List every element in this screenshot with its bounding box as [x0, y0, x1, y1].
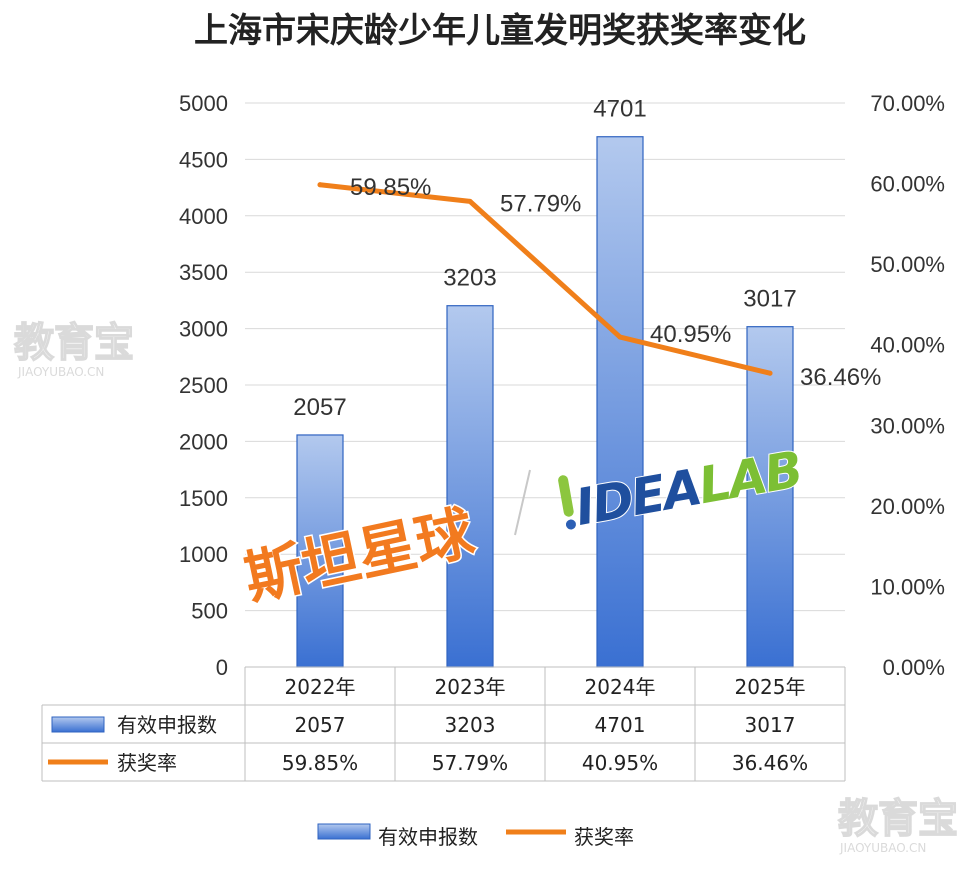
stan-logo-watermark: 斯坦星球 — [237, 496, 482, 614]
bar-series — [296, 136, 794, 668]
left-axis-tick-label: 500 — [191, 599, 228, 624]
line-point — [317, 182, 323, 188]
right-axis-tick-label: 50.00% — [870, 252, 945, 277]
right-axis-tick-label: 60.00% — [870, 172, 945, 197]
bar — [446, 305, 494, 668]
left-axis-tick-label: 3000 — [179, 317, 228, 342]
table-series-name: 有效申报数 — [117, 713, 217, 737]
right-axis-tick-label: 10.00% — [870, 574, 945, 599]
left-axis-tick-label: 5000 — [179, 91, 228, 116]
jiaoyubao-watermark-right: 教育宝 JIAOYUBAO.CN — [837, 795, 959, 855]
table-legend-bar-key — [51, 716, 105, 733]
left-axis-tick-label: 3500 — [179, 260, 228, 285]
left-axis-tick-label: 2000 — [179, 429, 228, 454]
table-cell: 40.95% — [582, 751, 658, 775]
left-axis-ticks: 0 500 1000 1500 2000 2500 3000 3500 4000 4500 5000 — [179, 91, 228, 680]
gridlines — [245, 102, 845, 668]
table-cell: 36.46% — [732, 751, 808, 775]
logo-divider — [514, 469, 531, 536]
jiaoyubao-watermark-right-text: 教育宝 — [838, 796, 958, 842]
right-axis-tick-label: 20.00% — [870, 494, 945, 519]
line-series — [317, 182, 773, 376]
chart-title: 上海市宋庆龄少年儿童发明奖获奖率变化 — [194, 11, 806, 51]
line-data-label: 59.85% — [350, 174, 431, 201]
bar-data-label: 2057 — [293, 394, 346, 421]
right-axis-tick-label: 0.00% — [883, 655, 945, 680]
left-axis-tick-label: 4000 — [179, 204, 228, 229]
table-cell: 59.85% — [282, 751, 358, 775]
jiaoyubao-watermark-left-url: JIAOYUBAO.CN — [17, 365, 104, 379]
bar — [296, 434, 344, 668]
line-data-labels: 59.85% 57.79% 40.95% 36.46% — [350, 174, 881, 391]
line-path — [317, 182, 773, 376]
table-cell: 57.79% — [432, 751, 508, 775]
table-cell: 3017 — [745, 713, 796, 737]
line-data-label: 40.95% — [650, 321, 731, 348]
left-axis-tick-label: 1500 — [179, 486, 228, 511]
legend: 有效申报数 获奖率 — [317, 823, 634, 849]
table-category-label: 2024年 — [585, 675, 656, 699]
legend-line-label: 获奖率 — [574, 825, 634, 849]
table-category-label: 2022年 — [285, 675, 356, 699]
line-point — [767, 370, 773, 376]
bar-data-label: 4701 — [593, 96, 646, 123]
jiaoyubao-watermark-left: 教育宝 JIAOYUBAO.CN — [13, 319, 135, 379]
bar — [596, 136, 644, 668]
line-data-label: 57.79% — [500, 190, 581, 217]
idealab-logo-dot — [565, 519, 576, 530]
right-axis-tick-label: 30.00% — [870, 413, 945, 438]
table-cell: 4701 — [595, 713, 646, 737]
line-point — [467, 198, 473, 204]
line-data-label: 36.46% — [800, 364, 881, 391]
bar-data-label: 3017 — [743, 286, 796, 313]
jiaoyubao-watermark-right-url: JIAOYUBAO.CN — [839, 841, 926, 855]
stan-logo-text: 斯坦星球 — [239, 498, 481, 613]
bar-data-label: 3203 — [443, 265, 496, 292]
line-point — [617, 334, 623, 340]
idealab-logo-idea: IDEA — [571, 458, 704, 537]
idealab-logo-bang — [558, 475, 574, 517]
left-axis-tick-label: 0 — [216, 655, 228, 680]
bar — [746, 326, 794, 668]
table-category-label: 2025年 — [735, 675, 806, 699]
legend-bar-key — [317, 823, 371, 840]
table-cell: 3203 — [445, 713, 496, 737]
table-series-name: 获奖率 — [117, 751, 177, 775]
table-cell: 2057 — [295, 713, 346, 737]
bar-data-labels: 2057 3203 4701 3017 — [293, 96, 796, 421]
jiaoyubao-watermark-left-text: 教育宝 — [14, 320, 134, 366]
table-category-label: 2023年 — [435, 675, 506, 699]
right-axis-tick-label: 70.00% — [870, 91, 945, 116]
right-axis-ticks: 0.00% 10.00% 20.00% 30.00% 40.00% 50.00% 60.00… — [870, 91, 945, 680]
left-axis-tick-label: 2500 — [179, 373, 228, 398]
left-axis-tick-label: 1000 — [179, 542, 228, 567]
left-axis-tick-label: 4500 — [179, 147, 228, 172]
right-axis-tick-label: 40.00% — [870, 333, 945, 358]
legend-bar-label: 有效申报数 — [378, 825, 478, 849]
